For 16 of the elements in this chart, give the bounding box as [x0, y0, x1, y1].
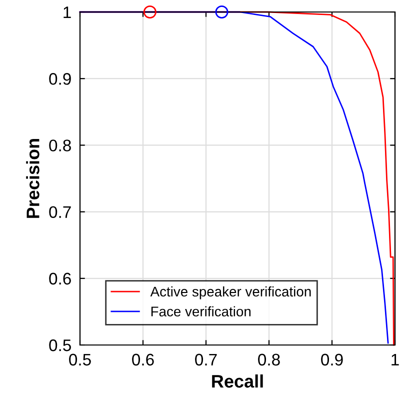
y-tick-label: 0.9 — [49, 73, 71, 85]
x-tick-label: 0.6 — [132, 354, 154, 366]
y-tick-label: 1 — [64, 6, 71, 18]
x-tick-label: 0.7 — [195, 354, 217, 366]
y-tick-label: 0.5 — [49, 339, 71, 352]
x-tick-label: 0.9 — [321, 354, 343, 366]
legend-label: Active speaker verification — [150, 286, 311, 300]
x-tick-label: 0.8 — [258, 354, 280, 366]
x-tick-label: 0.5 — [69, 354, 91, 366]
y-tick-label: 0.7 — [49, 206, 71, 218]
y-axis-title: Precision — [26, 138, 40, 218]
y-tick-label: 0.6 — [49, 272, 71, 285]
legend-label: Face verification — [151, 306, 251, 316]
x-axis-title: Recall — [212, 374, 263, 388]
y-tick-label: 0.8 — [49, 140, 71, 152]
x-tick-label: 1 — [392, 354, 399, 366]
